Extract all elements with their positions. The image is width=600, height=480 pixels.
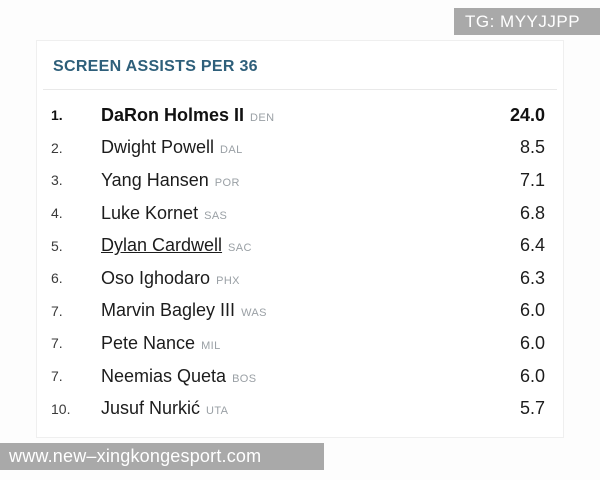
stats-card: SCREEN ASSISTS PER 36 1. DaRon Holmes II… bbox=[36, 40, 564, 438]
telegram-watermark: TG: MYYJJPP bbox=[454, 8, 600, 35]
stat-value: 6.4 bbox=[519, 235, 545, 256]
stat-value: 6.0 bbox=[519, 365, 545, 386]
stat-value: 6.3 bbox=[519, 267, 545, 288]
team-abbr: WAS bbox=[241, 307, 267, 320]
player-name-link[interactable]: DaRon Holmes II bbox=[101, 104, 245, 125]
stat-value: 24.0 bbox=[509, 104, 545, 125]
table-row: 7. Marvin Bagley III WAS 6.0 bbox=[51, 295, 545, 328]
player-cell: Pete Nance MIL bbox=[101, 333, 520, 354]
player-name-link[interactable]: Oso Ighodaro bbox=[101, 267, 211, 288]
team-abbr: POR bbox=[214, 176, 240, 189]
table-row: 7. Pete Nance MIL 6.0 bbox=[51, 327, 545, 360]
player-name-link[interactable]: Luke Kornet bbox=[101, 202, 199, 223]
player-cell: Dylan Cardwell SAC bbox=[101, 235, 520, 256]
team-abbr: PHX bbox=[216, 274, 240, 287]
player-cell: DaRon Holmes II DEN bbox=[101, 105, 510, 126]
stat-value: 8.5 bbox=[519, 137, 545, 158]
rank-label: 7. bbox=[51, 335, 63, 352]
player-cell: Luke Kornet SAS bbox=[101, 203, 520, 224]
player-cell: Jusuf Nurkić UTA bbox=[101, 398, 520, 419]
player-cell: Marvin Bagley III WAS bbox=[101, 300, 520, 321]
player-name-link[interactable]: Yang Hansen bbox=[101, 169, 209, 190]
stat-value: 6.8 bbox=[519, 202, 545, 223]
player-cell: Oso Ighodaro PHX bbox=[101, 268, 520, 289]
header-divider bbox=[43, 89, 557, 90]
team-abbr: DEN bbox=[250, 111, 275, 124]
table-row: 5. Dylan Cardwell SAC 6.4 bbox=[51, 229, 545, 262]
table-row: 4. Luke Kornet SAS 6.8 bbox=[51, 197, 545, 230]
team-abbr: MIL bbox=[201, 339, 221, 352]
stats-row-list: 1. DaRon Holmes II DEN 24.0 2. Dwight Pow… bbox=[37, 90, 563, 425]
site-watermark: www.new–xingkongesport.com bbox=[0, 443, 324, 470]
rank-label: 6. bbox=[51, 270, 63, 287]
table-row: 2. Dwight Powell DAL 8.5 bbox=[51, 132, 545, 165]
table-row: 10. Jusuf Nurkić UTA 5.7 bbox=[51, 392, 545, 425]
stat-value: 7.1 bbox=[519, 169, 545, 190]
stat-value: 5.7 bbox=[519, 398, 545, 419]
rank-label: 3. bbox=[51, 172, 63, 189]
rank-label: 5. bbox=[51, 237, 63, 254]
player-cell: Neemias Queta BOS bbox=[101, 366, 520, 387]
rank-label: 1. bbox=[51, 107, 63, 124]
stat-value: 6.0 bbox=[519, 300, 545, 321]
team-abbr: BOS bbox=[232, 372, 257, 385]
player-name-link[interactable]: Pete Nance bbox=[101, 332, 196, 353]
rank-label: 7. bbox=[51, 302, 63, 319]
team-abbr: UTA bbox=[206, 405, 229, 418]
rank-label: 7. bbox=[51, 368, 63, 385]
player-name-link[interactable]: Dylan Cardwell bbox=[101, 235, 223, 256]
table-row: 7. Neemias Queta BOS 6.0 bbox=[51, 360, 545, 393]
rank-label: 10. bbox=[51, 400, 71, 417]
player-name-link[interactable]: Marvin Bagley III bbox=[101, 300, 236, 321]
stat-value: 6.0 bbox=[519, 332, 545, 353]
player-name-link[interactable]: Jusuf Nurkić bbox=[101, 398, 201, 419]
player-cell: Yang Hansen POR bbox=[101, 170, 520, 191]
player-name-link[interactable]: Dwight Powell bbox=[101, 137, 215, 158]
player-cell: Dwight Powell DAL bbox=[101, 137, 520, 158]
table-row: 3. Yang Hansen POR 7.1 bbox=[51, 164, 545, 197]
table-row: 1. DaRon Holmes II DEN 24.0 bbox=[51, 99, 545, 132]
rank-label: 4. bbox=[51, 205, 63, 222]
team-abbr: SAC bbox=[228, 242, 252, 255]
team-abbr: DAL bbox=[220, 144, 243, 157]
player-name-link[interactable]: Neemias Queta bbox=[101, 365, 227, 386]
team-abbr: SAS bbox=[204, 209, 228, 222]
rank-label: 2. bbox=[51, 139, 63, 156]
table-row: 6. Oso Ighodaro PHX 6.3 bbox=[51, 262, 545, 295]
table-title: SCREEN ASSISTS PER 36 bbox=[53, 58, 258, 75]
